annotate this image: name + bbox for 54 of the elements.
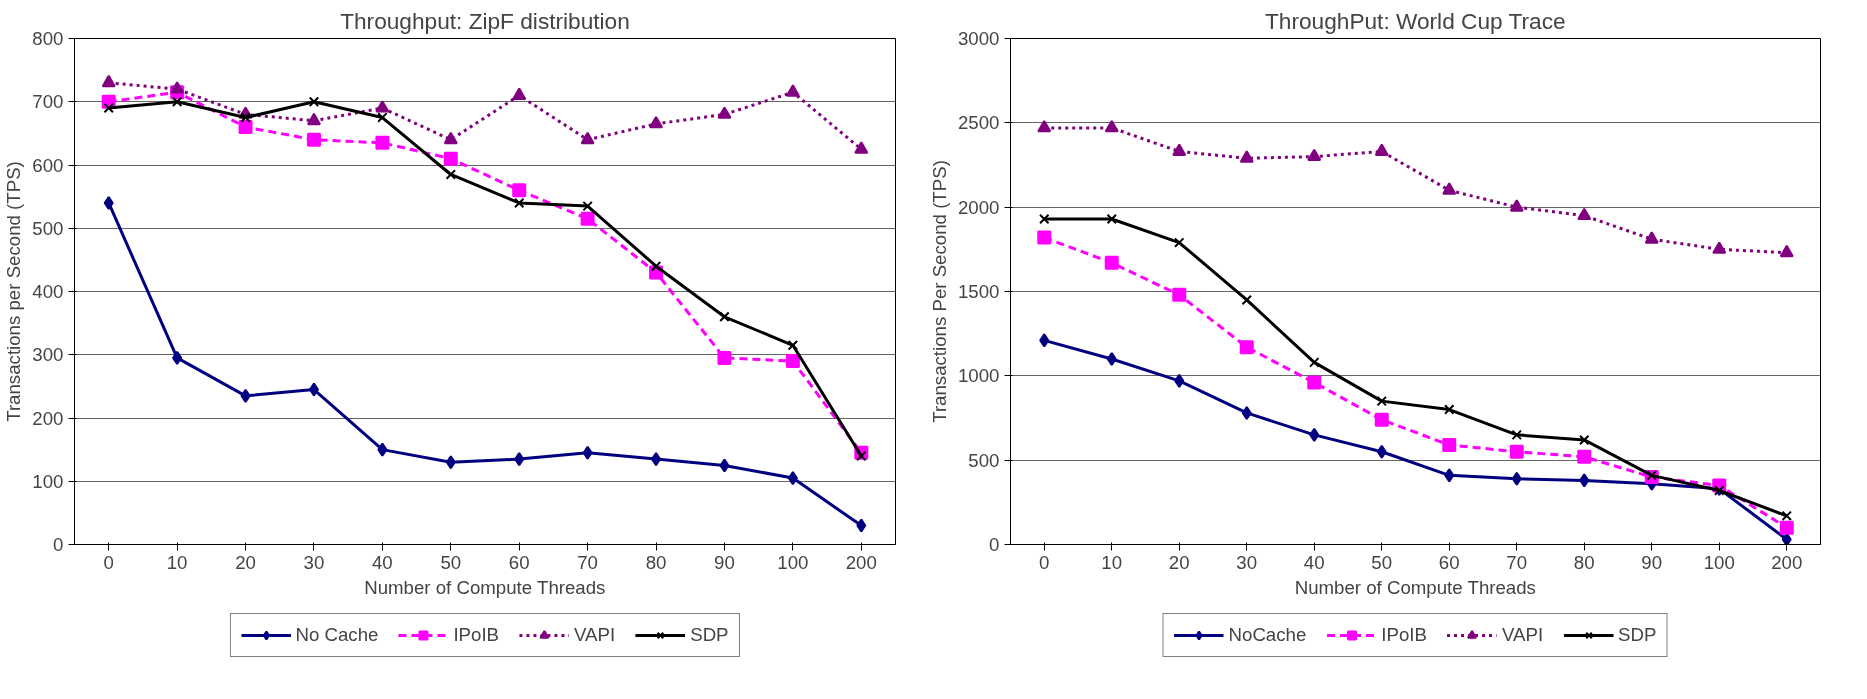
legend-label: VAPI xyxy=(1501,624,1544,646)
x-tick-label: 200 xyxy=(845,551,877,573)
y-tick-label: 300 xyxy=(32,344,64,366)
x-tick-label: 0 xyxy=(103,551,114,573)
y-tick-label: 400 xyxy=(32,281,64,302)
x-tick-label: 0 xyxy=(1039,551,1050,573)
x-axis-title: Number of Compute Threads xyxy=(1294,576,1536,598)
y-tick-label: 3000 xyxy=(958,28,1000,49)
x-tick-label: 30 xyxy=(303,551,325,573)
x-tick-label: 70 xyxy=(577,551,599,573)
x-tick-label: 90 xyxy=(1641,551,1663,573)
legend-label: IPoIB xyxy=(1381,624,1427,646)
y-tick-label: 100 xyxy=(32,470,64,492)
x-tick-label: 30 xyxy=(1236,551,1258,573)
x-tick-label: 100 xyxy=(1703,551,1735,573)
y-tick-label: 200 xyxy=(32,407,64,429)
legend-label: SDP xyxy=(690,624,729,646)
y-axis-title: Transactions Per Second (TPS) xyxy=(929,160,950,423)
y-axis-title: Transactions per Second (TPS) xyxy=(3,161,25,422)
x-tick-label: 60 xyxy=(1438,551,1460,573)
y-tick-label: 500 xyxy=(32,217,64,239)
x-tick-label: 200 xyxy=(1771,551,1803,573)
y-tick-label: 1000 xyxy=(958,365,1000,387)
legend-label: VAPI xyxy=(574,624,616,646)
x-tick-label: 10 xyxy=(1101,551,1123,573)
legend-label: SDP xyxy=(1618,624,1657,646)
x-tick-label: 80 xyxy=(645,551,667,573)
y-tick-label: 1500 xyxy=(958,281,1000,302)
x-tick-label: 80 xyxy=(1573,551,1595,573)
chart-title: Throughput: ZipF distribution xyxy=(340,7,630,34)
x-tick-label: 100 xyxy=(777,551,809,573)
x-tick-label: 10 xyxy=(166,551,188,573)
x-tick-label: 70 xyxy=(1506,551,1528,573)
legend-label: NoCache xyxy=(1228,624,1307,646)
x-tick-label: 50 xyxy=(1371,551,1393,573)
y-tick-label: 0 xyxy=(989,534,1000,555)
chart-title: ThroughPut: World Cup Trace xyxy=(1265,7,1566,34)
x-tick-label: 40 xyxy=(372,551,393,573)
x-tick-label: 40 xyxy=(1303,551,1325,573)
legend-label: No Cache xyxy=(295,624,379,646)
y-tick-label: 2500 xyxy=(958,112,1000,134)
y-tick-label: 0 xyxy=(53,534,64,555)
x-tick-label: 90 xyxy=(714,551,735,573)
x-tick-label: 50 xyxy=(440,551,462,573)
y-tick-label: 500 xyxy=(968,449,1000,471)
y-tick-label: 600 xyxy=(32,154,64,176)
y-tick-label: 800 xyxy=(32,28,64,49)
x-tick-label: 60 xyxy=(508,551,530,573)
y-tick-label: 700 xyxy=(32,91,64,113)
x-tick-label: 20 xyxy=(235,551,256,573)
legend-label: IPoIB xyxy=(453,624,500,646)
x-tick-label: 20 xyxy=(1168,551,1190,573)
x-axis-title: Number of Compute Threads xyxy=(364,576,606,598)
y-tick-label: 2000 xyxy=(958,196,1000,218)
